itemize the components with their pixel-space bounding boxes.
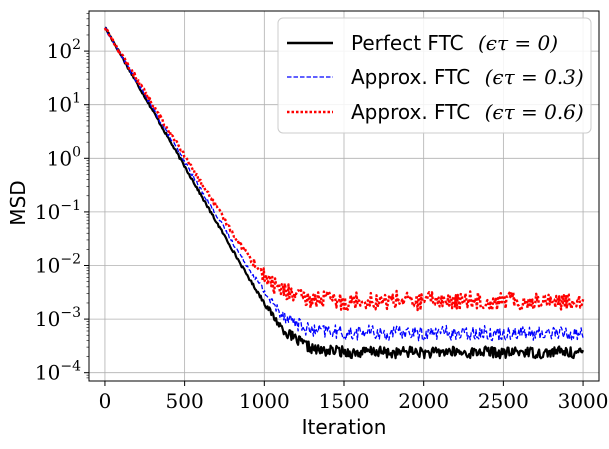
y-tick-label: 10−1	[35, 198, 81, 224]
legend-name-approx-ftc-06: Approx. FTC	[351, 100, 470, 124]
series-line-1	[104, 27, 584, 342]
legend-label-approx-ftc-06: Approx. FTC (ϵτ = 0.6)	[351, 100, 584, 124]
y-tick-base: 10	[47, 146, 72, 170]
y-tick-base: 10	[35, 307, 60, 331]
legend-name-approx-ftc-03: Approx. FTC	[351, 65, 470, 89]
y-tick-label: 10−4	[35, 359, 81, 385]
y-tick-base: 10	[47, 39, 72, 63]
y-tick-exponent: 1	[72, 91, 81, 107]
axis-ticks: 0 500 1000 1500 2000 2500 300010−410−310−210−1…	[35, 13, 609, 413]
legend-math-approx-ftc-06: (ϵτ = 0.6)	[485, 100, 584, 124]
y-tick-base: 10	[35, 200, 60, 224]
y-tick-exponent: −3	[60, 305, 81, 321]
y-tick-label: 10−2	[35, 251, 81, 277]
x-tick-label: 1000	[239, 389, 290, 413]
x-tick-label: 0	[99, 389, 112, 413]
y-tick-base: 10	[35, 361, 60, 385]
x-tick-label: 2500	[478, 389, 529, 413]
y-tick-exponent: −4	[60, 359, 81, 375]
y-tick-label: 10−3	[35, 305, 81, 331]
legend: Perfect FTC (ϵτ = 0) Approx. FTC (ϵτ = 0…	[277, 17, 592, 134]
legend-math-approx-ftc-03: (ϵτ = 0.3)	[485, 65, 584, 89]
x-tick-label: 500	[166, 389, 204, 413]
y-tick-exponent: 2	[72, 37, 81, 53]
y-tick-label: 100	[47, 144, 81, 170]
y-tick-exponent: 0	[72, 144, 81, 160]
y-tick-exponent: −2	[60, 251, 81, 267]
x-tick-label: 1500	[319, 389, 370, 413]
legend-box	[277, 17, 592, 134]
x-tick-label: 2000	[398, 389, 449, 413]
y-tick-base: 10	[35, 253, 60, 277]
legend-name-perfect-ftc: Perfect FTC	[351, 31, 464, 55]
legend-math-perfect-ftc: (ϵτ = 0)	[478, 31, 558, 55]
series-line-0	[104, 26, 585, 360]
y-tick-label: 102	[47, 37, 81, 63]
y-tick-exponent: −1	[60, 198, 81, 214]
x-axis-label: Iteration	[302, 415, 387, 439]
y-tick-base: 10	[47, 93, 72, 117]
legend-label-perfect-ftc: Perfect FTC (ϵτ = 0)	[351, 31, 558, 55]
series-lines	[103, 26, 585, 360]
y-tick-label: 101	[47, 91, 81, 117]
y-axis-label: MSD	[6, 180, 30, 225]
x-tick-label: 3000	[558, 389, 609, 413]
series-line-2	[103, 27, 585, 312]
legend-label-approx-ftc-03: Approx. FTC (ϵτ = 0.3)	[351, 65, 584, 89]
